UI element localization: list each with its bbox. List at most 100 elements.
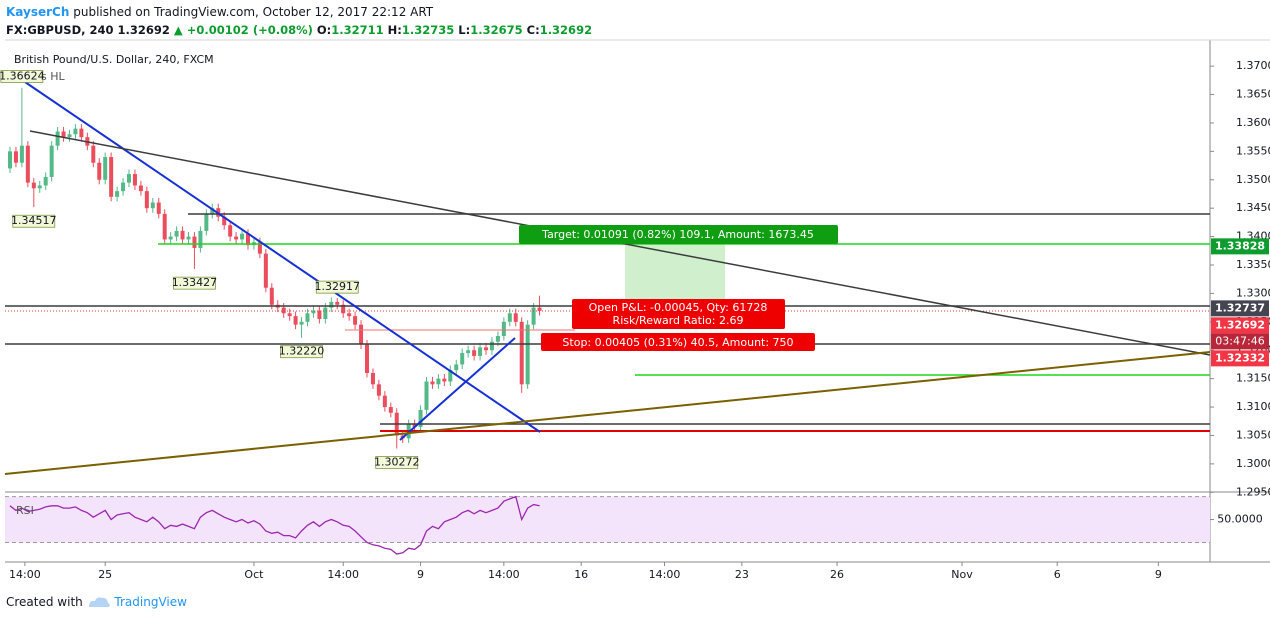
price-label: 1.32332 — [1215, 351, 1265, 364]
price-label: 1.32692 — [1215, 318, 1265, 331]
up-arrow: ▲ — [173, 23, 183, 37]
candle-body — [61, 131, 66, 138]
low: 1.32675 — [470, 23, 523, 37]
y-tick-label: 1.36000 — [1236, 116, 1270, 129]
pivot-box — [0, 70, 44, 83]
candle-body — [126, 174, 131, 183]
candle-body — [150, 202, 155, 209]
price-label: 1.32737 — [1215, 301, 1265, 314]
candle-body — [198, 230, 203, 248]
candle-body — [19, 145, 24, 163]
trend-line — [4, 351, 1211, 475]
candle-body — [430, 381, 435, 385]
candle-body — [305, 313, 310, 322]
candle-body — [228, 225, 233, 237]
candle-body — [489, 341, 494, 351]
x-tick-label: Nov — [951, 568, 973, 581]
candle-body — [115, 191, 120, 197]
candle-body — [466, 350, 471, 354]
header: KayserCh published on TradingView.com, O… — [6, 3, 592, 39]
candle-body — [370, 372, 375, 385]
candle-body — [210, 208, 215, 214]
price-label-box — [1211, 350, 1269, 367]
candle-body — [97, 162, 102, 180]
candle-body — [287, 313, 292, 317]
candle-body — [460, 353, 465, 365]
price-label-box — [1211, 317, 1269, 334]
target-label: Target: 0.01091 (0.82%) 109.1, Amount: 1… — [541, 228, 814, 241]
candle-body — [204, 213, 209, 231]
candle-body — [43, 176, 48, 186]
stop-label-box — [541, 333, 815, 351]
y-tick-label: 1.33000 — [1236, 286, 1270, 299]
candle-body — [37, 185, 42, 189]
candle-body — [174, 230, 179, 237]
candle-body — [359, 324, 364, 345]
candle-body — [222, 216, 227, 226]
candle-body — [311, 310, 316, 314]
chart-title: British Pound/U.S. Dollar, 240, FXCM — [14, 53, 214, 66]
pivot-box — [12, 214, 56, 228]
candle-body — [132, 174, 137, 186]
candle-body — [13, 151, 18, 163]
candle-body — [376, 384, 381, 396]
candle-body — [269, 287, 274, 305]
candle-body — [364, 344, 369, 373]
candle-body — [31, 182, 36, 189]
y-tick-label: 1.35500 — [1236, 144, 1270, 157]
candle-body — [454, 364, 459, 371]
candle-body — [347, 313, 352, 317]
x-tick-label: 14:00 — [9, 568, 41, 581]
c-label: C: — [526, 23, 540, 37]
price-label-box — [1211, 238, 1269, 255]
candle-body — [192, 236, 197, 248]
brand: TradingView — [114, 595, 187, 609]
y-tick-label: 50.0000 — [1217, 513, 1263, 526]
candle-body — [67, 134, 72, 138]
candle-body — [472, 350, 477, 356]
candle-body — [317, 310, 322, 319]
candle-body — [442, 378, 447, 382]
y-tick-label: 1.36500 — [1236, 88, 1270, 101]
close: 1.32692 — [539, 23, 593, 37]
candle-body — [121, 182, 126, 192]
y-tick-label: 1.37000 — [1236, 59, 1270, 72]
x-tick-label: 14:00 — [327, 568, 359, 581]
risk-reward-label: Risk/Reward Ratio: 2.69 — [613, 314, 744, 327]
candle-body — [382, 395, 387, 408]
pivot-label: 1.32917 — [314, 280, 360, 293]
rsi-line — [9, 495, 540, 555]
candle-body — [25, 145, 30, 183]
target-label-box — [519, 225, 838, 244]
countdown: 03:47:46 — [1215, 334, 1264, 347]
logo — [88, 597, 110, 607]
candle-body — [138, 185, 143, 192]
last-price: 1.32692 — [117, 23, 170, 37]
x-tick-label: Oct — [244, 568, 264, 581]
x-tick-label: 9 — [1155, 568, 1162, 581]
candle-body — [531, 307, 536, 325]
candle-body — [257, 242, 262, 254]
pivot-label: 1.30272 — [374, 455, 420, 468]
rsi-label: RSI — [16, 504, 34, 517]
candle-body — [240, 233, 245, 240]
candle-body — [323, 307, 328, 319]
candle-body — [144, 191, 149, 209]
x-tick-label: 6 — [1054, 568, 1061, 581]
y-tick-label: 1.35000 — [1236, 173, 1270, 186]
candle-body — [495, 336, 500, 342]
pivot-label: 1.36624 — [0, 70, 45, 83]
candle-body — [501, 321, 506, 337]
price-label-box — [1211, 300, 1269, 317]
candle-body — [55, 131, 60, 146]
candle-body — [507, 313, 512, 322]
candle-body — [79, 128, 84, 138]
x-tick-label: 14:00 — [649, 568, 681, 581]
published: published on TradingView.com, October 12… — [73, 5, 434, 19]
candle-body — [7, 151, 12, 169]
candle-body — [388, 407, 393, 413]
footer: Created with TradingView — [6, 592, 187, 609]
pnl-label-box — [572, 299, 785, 329]
x-tick-label: 25 — [98, 568, 112, 581]
candle-body — [73, 128, 78, 135]
